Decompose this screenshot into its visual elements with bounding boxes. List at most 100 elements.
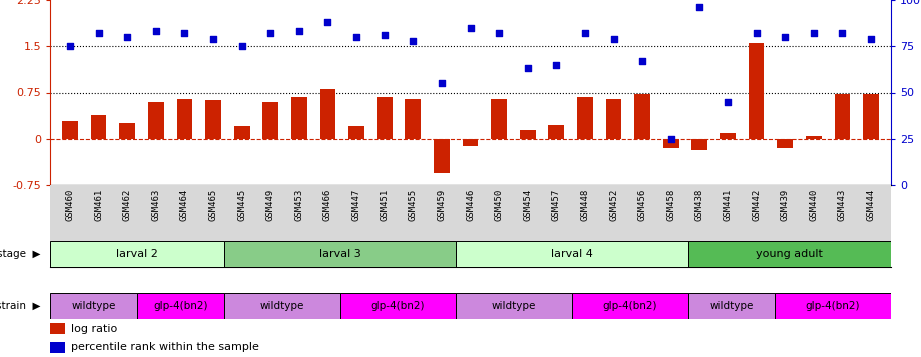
Point — [63, 44, 77, 49]
Text: strain  ▶: strain ▶ — [0, 301, 41, 311]
Text: glp-4(bn2): glp-4(bn2) — [371, 301, 426, 311]
Bar — [234, 126, 250, 139]
Point — [148, 29, 163, 34]
Point — [177, 30, 192, 36]
Text: GSM461: GSM461 — [94, 189, 103, 221]
Point — [435, 80, 449, 86]
Text: larval 4: larval 4 — [551, 249, 593, 259]
Text: GSM458: GSM458 — [666, 189, 675, 221]
Text: GSM460: GSM460 — [65, 189, 75, 221]
Text: GSM454: GSM454 — [523, 189, 532, 221]
Bar — [262, 102, 278, 139]
Point — [120, 34, 134, 40]
Bar — [50, 241, 224, 267]
Text: GSM440: GSM440 — [810, 189, 818, 221]
Bar — [50, 293, 137, 319]
Bar — [91, 115, 107, 139]
Point — [492, 30, 507, 36]
Text: GSM466: GSM466 — [323, 189, 332, 221]
Point — [349, 34, 364, 40]
Text: wildtype: wildtype — [71, 301, 116, 311]
Point — [378, 32, 392, 38]
Text: GSM462: GSM462 — [122, 189, 132, 221]
Bar — [434, 139, 449, 173]
Text: GSM463: GSM463 — [151, 189, 160, 221]
Point — [577, 30, 592, 36]
Text: GSM444: GSM444 — [867, 189, 876, 221]
Bar — [148, 102, 164, 139]
Point — [635, 58, 649, 64]
Text: GSM442: GSM442 — [752, 189, 761, 221]
Text: larval 2: larval 2 — [116, 249, 157, 259]
Bar — [548, 125, 565, 139]
Text: wildtype: wildtype — [709, 301, 753, 311]
Point — [864, 36, 879, 42]
Text: GSM447: GSM447 — [352, 189, 361, 221]
Point — [205, 36, 220, 42]
Text: GSM448: GSM448 — [580, 189, 589, 221]
Text: GSM446: GSM446 — [466, 189, 475, 221]
Bar — [291, 97, 307, 139]
Bar — [749, 43, 764, 139]
Text: percentile rank within the sample: percentile rank within the sample — [71, 342, 259, 352]
Text: GSM441: GSM441 — [724, 189, 732, 221]
Point — [520, 66, 535, 71]
Bar — [462, 139, 478, 146]
Point — [807, 30, 822, 36]
Bar — [320, 89, 335, 139]
Point — [321, 19, 335, 25]
Bar — [692, 139, 707, 150]
Text: GSM450: GSM450 — [495, 189, 504, 221]
Point — [262, 30, 277, 36]
Bar — [137, 293, 224, 319]
Bar — [688, 241, 891, 267]
Text: glp-4(bn2): glp-4(bn2) — [602, 301, 658, 311]
Text: GSM451: GSM451 — [380, 189, 390, 221]
Point — [778, 34, 793, 40]
Text: GSM457: GSM457 — [552, 189, 561, 221]
Text: GSM438: GSM438 — [694, 189, 704, 221]
Text: GSM453: GSM453 — [295, 189, 303, 221]
Text: GSM459: GSM459 — [437, 189, 447, 221]
Point — [91, 30, 106, 36]
Point — [692, 5, 706, 10]
Bar — [340, 293, 456, 319]
Text: larval 3: larval 3 — [319, 249, 361, 259]
Point — [234, 44, 249, 49]
Point — [463, 25, 478, 31]
Text: development stage  ▶: development stage ▶ — [0, 249, 41, 259]
Bar — [572, 293, 688, 319]
Bar — [50, 342, 65, 353]
Text: glp-4(bn2): glp-4(bn2) — [806, 301, 860, 311]
Bar — [456, 293, 572, 319]
Text: glp-4(bn2): glp-4(bn2) — [153, 301, 208, 311]
Bar — [606, 99, 622, 139]
Text: wildtype: wildtype — [260, 301, 304, 311]
Bar — [806, 136, 822, 139]
Bar — [348, 126, 364, 139]
Bar — [205, 100, 221, 139]
Bar — [62, 121, 78, 139]
Bar — [377, 97, 392, 139]
Bar — [777, 139, 793, 148]
Bar — [635, 94, 650, 139]
Text: GSM449: GSM449 — [266, 189, 274, 221]
Bar — [775, 293, 891, 319]
Point — [549, 62, 564, 67]
Point — [292, 29, 307, 34]
Point — [606, 36, 621, 42]
Bar — [456, 241, 688, 267]
Text: GSM456: GSM456 — [637, 189, 647, 221]
Text: GSM464: GSM464 — [180, 189, 189, 221]
Point — [749, 30, 764, 36]
Bar — [519, 130, 536, 139]
Point — [406, 38, 421, 44]
Point — [835, 30, 850, 36]
Bar — [863, 94, 879, 139]
Text: GSM455: GSM455 — [409, 189, 418, 221]
Bar — [688, 293, 775, 319]
Text: wildtype: wildtype — [492, 301, 536, 311]
Bar — [177, 99, 192, 139]
Text: GSM452: GSM452 — [609, 189, 618, 221]
Bar — [491, 99, 507, 139]
